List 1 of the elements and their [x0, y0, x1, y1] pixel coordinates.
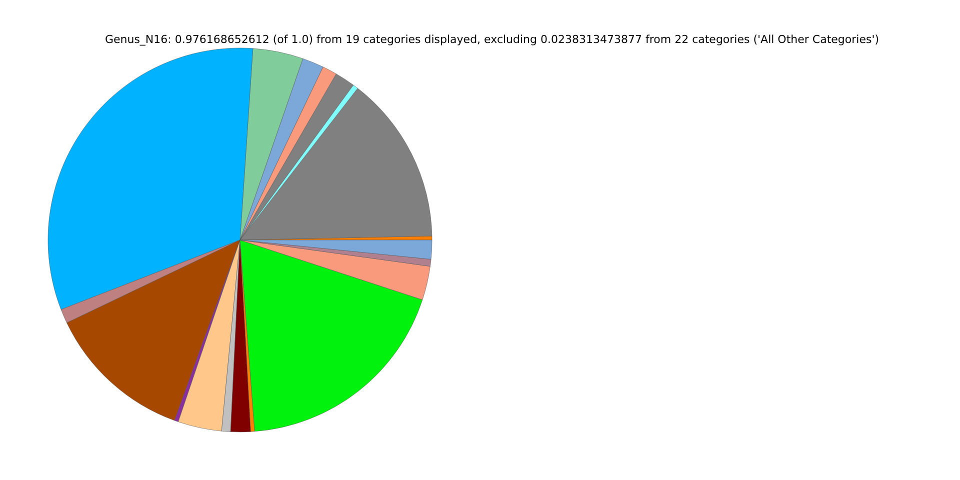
text: Genus_N16: 0.976168652612 (of 1.0) from 19 categories displayed, excluding 0.0238313473877 from 22 categories ('All Other Categories')	[104, 33, 880, 46]
